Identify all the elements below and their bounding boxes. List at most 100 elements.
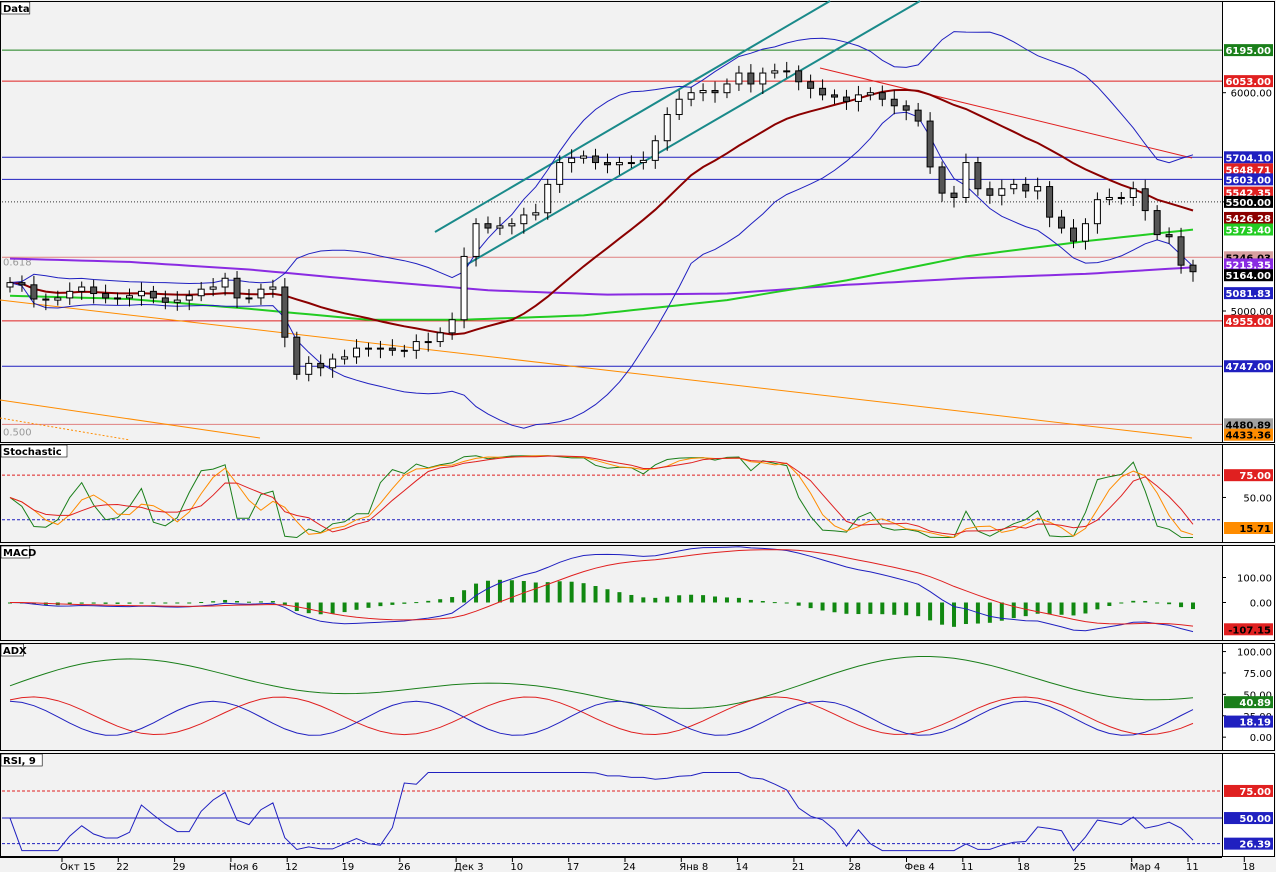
candle-body (424, 341, 432, 344)
panel-stochastic (0, 444, 1223, 543)
candle-body (926, 120, 934, 168)
macd-histogram-bar (450, 597, 455, 603)
macd-histogram-bar (1095, 602, 1100, 610)
macd-histogram-bar (701, 595, 706, 603)
candle-body (66, 290, 74, 299)
candle-body (974, 162, 982, 190)
panel-price (0, 1, 1223, 443)
macd-histogram-bar (593, 586, 598, 603)
candle-body (938, 166, 946, 194)
value-badge-adx-0 (1224, 696, 1273, 709)
macd-histogram-bar (713, 596, 718, 603)
channel-upper (434, 0, 831, 233)
candle-body (1010, 183, 1018, 190)
candle-body (663, 114, 671, 142)
tick-label-adx-1: 75.00 (1243, 669, 1272, 680)
candle-body (329, 358, 337, 369)
panel-title-stochastic: Stochastic (3, 447, 62, 458)
x-tick-label: 19 (342, 862, 355, 872)
value-label-price-16: 4433.36 (1225, 431, 1271, 442)
macd-histogram-bar (211, 601, 216, 603)
macd-histogram-bar (605, 589, 610, 603)
candle-body (1177, 236, 1185, 266)
macd-histogram-bar (581, 583, 586, 603)
candle-body (317, 362, 325, 369)
tick-label-macd-1: 0.00 (1250, 599, 1272, 610)
value-label-price-6: 5500.00 (1225, 198, 1271, 209)
value-label-price-10: 5213.35 (1225, 260, 1271, 271)
macd-histogram-bar (916, 602, 921, 617)
macd-histogram-bar (366, 602, 371, 608)
candle-body (615, 162, 623, 166)
candle-body (603, 162, 611, 166)
di-minus-line (9, 700, 1194, 736)
tick-label-price-2: 5000.00 (1231, 307, 1272, 318)
x-tick-label: 18 (1017, 862, 1030, 872)
macd-histogram-bar (270, 601, 275, 603)
candle-body (854, 94, 862, 102)
macd-histogram-bar (282, 602, 287, 606)
macd-histogram-bar (952, 602, 957, 627)
candle-body (293, 336, 301, 375)
panel-title-box-stochastic (0, 444, 68, 458)
candle-body (675, 98, 683, 116)
candle-body (544, 183, 552, 214)
value-badge-rsi-1 (1224, 812, 1273, 825)
value-label-price-12: 5081.83 (1225, 289, 1271, 300)
value-badge-price-6 (1224, 195, 1273, 208)
value-label-price-11: 5164.00 (1225, 271, 1271, 282)
macd-histogram-bar (175, 602, 180, 604)
x-tick-label: Дек 3 (454, 862, 484, 872)
macd-histogram-bar (569, 581, 574, 603)
panel-title-box-adx (0, 643, 24, 657)
x-tick-label: 10 (510, 862, 523, 872)
macd-signal-line (10, 549, 1194, 627)
macd-histogram-bar (485, 580, 490, 603)
candle-body (532, 212, 540, 216)
macd-histogram-bar (318, 602, 323, 615)
candle-body (998, 188, 1006, 196)
candle-body (484, 223, 492, 229)
macd-histogram-bar (1143, 600, 1148, 603)
tick-label-adx-2: 50.00 (1243, 690, 1272, 701)
macd-histogram-bar (1011, 602, 1016, 619)
candle-body (137, 290, 145, 297)
ma-slow-line (9, 257, 1194, 296)
rsi-line (9, 772, 1194, 852)
macd-histogram-bar (1131, 600, 1136, 603)
candle-body (842, 96, 850, 102)
stoch-d-line (9, 455, 1194, 539)
macd-histogram-bar (653, 597, 658, 603)
macd-histogram-bar (1119, 602, 1124, 604)
candle-body (269, 286, 277, 290)
candle-body (257, 288, 265, 299)
x-tick-label: 26 (398, 862, 411, 872)
value-badge-price-10 (1224, 258, 1273, 271)
candle-body (1022, 183, 1030, 192)
x-tick-label: 29 (173, 862, 186, 872)
macd-histogram-bar (151, 602, 156, 604)
macd-histogram-bar (223, 599, 228, 603)
candle-body (388, 347, 396, 351)
macd-histogram-bar (796, 602, 801, 606)
value-badge-price-0 (1224, 44, 1273, 57)
candle-body (42, 298, 50, 301)
value-badge-macd-0 (1224, 623, 1273, 636)
macd-histogram-bar (1047, 602, 1052, 615)
macd-histogram-bar (784, 602, 789, 604)
macd-histogram-bar (1191, 602, 1195, 610)
candle-body (520, 214, 528, 225)
macd-histogram-bar (438, 599, 443, 603)
value-badge-price-8 (1224, 223, 1273, 236)
value-badge-price-7 (1224, 211, 1273, 224)
candle-body (1093, 199, 1101, 225)
candle-body (687, 92, 695, 100)
candle-body (149, 290, 157, 299)
macd-histogram-bar (629, 594, 634, 603)
macd-histogram-bar (772, 602, 777, 604)
macd-histogram-bar (880, 602, 885, 615)
macd-histogram-bar (462, 590, 467, 603)
macd-histogram-bar (67, 602, 72, 605)
di-plus-line (9, 696, 1194, 736)
